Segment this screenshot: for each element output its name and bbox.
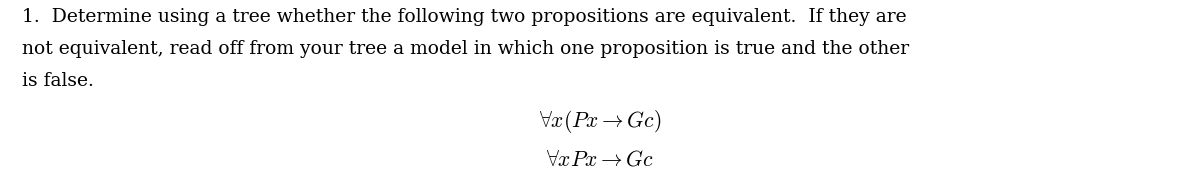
Text: $\forall x(Px \rightarrow Gc)$: $\forall x(Px \rightarrow Gc)$ — [539, 108, 661, 135]
Text: not equivalent, read off from your tree a model in which one proposition is true: not equivalent, read off from your tree … — [22, 40, 910, 58]
Text: is false.: is false. — [22, 72, 94, 90]
Text: $\forall x Px \rightarrow Gc$: $\forall x Px \rightarrow Gc$ — [546, 148, 654, 170]
Text: 1.  Determine using a tree whether the following two propositions are equivalent: 1. Determine using a tree whether the fo… — [22, 8, 907, 26]
